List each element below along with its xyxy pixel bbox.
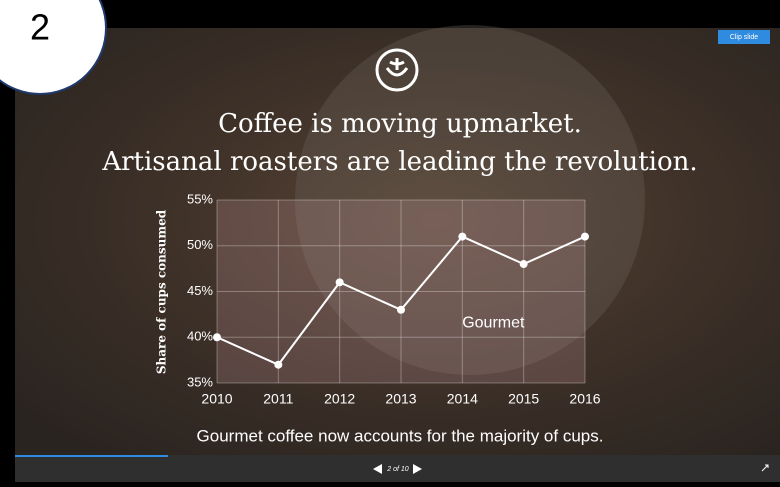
- y-tick-label: 45%: [187, 283, 213, 298]
- logo: [375, 48, 419, 92]
- clip-button[interactable]: [718, 30, 770, 44]
- y-tick-label: 40%: [187, 329, 213, 344]
- data-point: [335, 278, 344, 287]
- pager: 2 of 10: [386, 466, 409, 473]
- plot-area: [217, 200, 585, 383]
- next-button[interactable]: [413, 464, 422, 474]
- y-tick-label: 35%: [187, 374, 213, 389]
- title-line: Artisanal roasters are leading the revol…: [101, 147, 697, 177]
- series-label: Gourmet: [462, 315, 525, 332]
- x-tick-label: 2010: [201, 391, 232, 407]
- data-point: [581, 232, 589, 241]
- logo-icon: [385, 58, 409, 77]
- progress-bar: [15, 455, 168, 457]
- photo-cup: [295, 25, 645, 375]
- data-point: [397, 305, 405, 314]
- data-point: [213, 333, 221, 342]
- y-axis-label: Share of cups consumed: [155, 209, 169, 374]
- clip-button-label[interactable]: Clip slide: [730, 34, 759, 41]
- data-point: [458, 232, 467, 241]
- data-point: [274, 360, 283, 369]
- prev-button[interactable]: [373, 464, 382, 474]
- x-tick-label: 2014: [447, 391, 478, 407]
- title-line: Coffee is moving upmarket.: [218, 109, 582, 139]
- y-tick-label: 50%: [187, 237, 213, 252]
- caption: Gourmet coffee now accounts for the majo…: [197, 426, 604, 445]
- x-tick-label: 2016: [569, 391, 600, 407]
- y-tick-label: 55%: [187, 191, 213, 206]
- x-tick-label: 2013: [385, 391, 416, 407]
- bottom-bar: [15, 455, 780, 482]
- x-tick-label: 2011: [263, 391, 293, 407]
- x-tick-label: 2012: [324, 391, 355, 407]
- slide: [15, 28, 780, 455]
- data-point: [519, 260, 528, 269]
- badge: [0, 0, 107, 95]
- badge-number: 2: [30, 7, 50, 48]
- x-tick-label: 2015: [508, 391, 539, 407]
- fullscreen-button[interactable]: [761, 464, 769, 472]
